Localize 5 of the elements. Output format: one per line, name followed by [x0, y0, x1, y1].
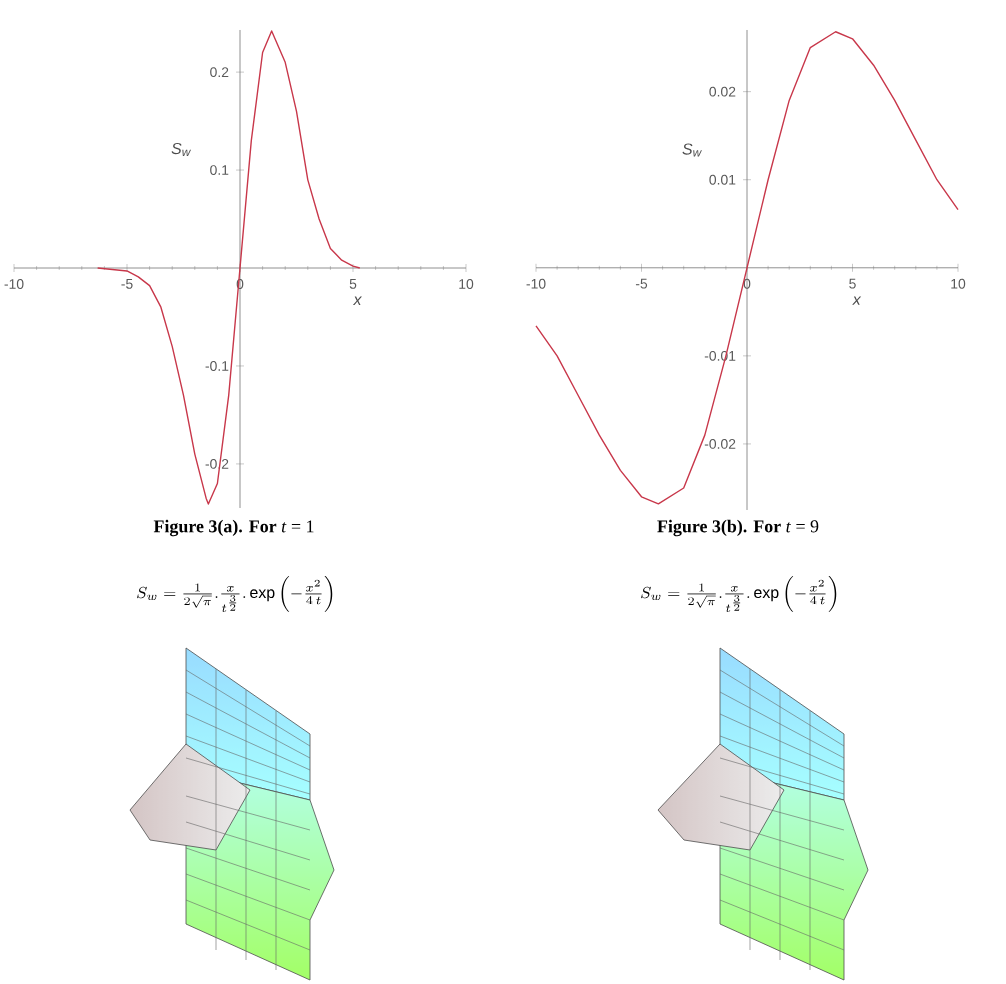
text: Figure 3(b). For t = 9: [657, 519, 819, 537]
text: Figure 3(a). For t = 1: [153, 519, 314, 537]
text: $S_{w} = \frac{1}{2\sqrt{\pi}} . \frac{x}{t^{\frac{3}{2}}} .\exp\left( - \frac{x^{2}}{4\,t}\right)$: [641, 575, 837, 613]
line-series: [96, 30, 361, 505]
text: $S_{w} = \frac{1}{2\sqrt{\pi}} . \frac{x}{t^{\frac{3}{2}}} .\exp\left( - \frac{x^{2}}{4\,t}\right)$: [137, 575, 333, 613]
